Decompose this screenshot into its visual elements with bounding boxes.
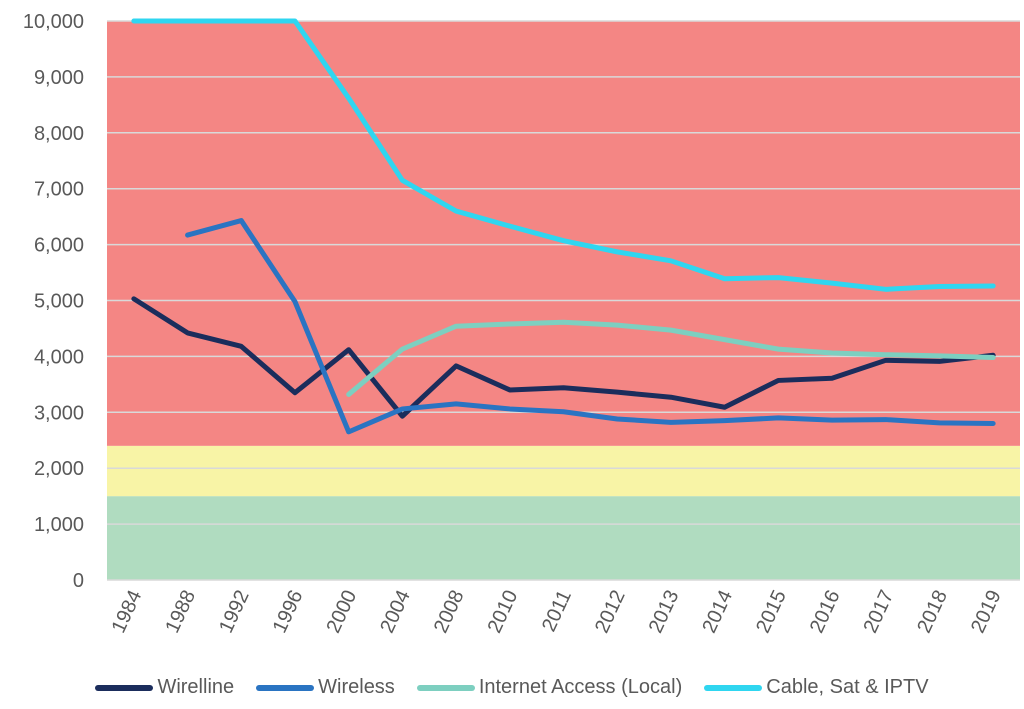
band-1 [107,445,1020,497]
x-tick-label: 2017 [860,587,899,637]
legend-label: Internet Access (Local) [478,676,683,698]
y-tick-label: 8,000 [34,123,84,145]
y-tick-label: 7,000 [34,179,84,201]
x-tick-label: 2011 [538,587,576,635]
x-tick-label: 2008 [430,587,469,637]
legend-label: Wirelline [157,676,235,698]
y-tick-label: 3,000 [34,402,84,424]
legend-label: Cable, Sat & IPTV [766,676,929,698]
y-tick-label: 1,000 [34,514,84,536]
y-tick-label: 10,000 [23,11,84,33]
y-tick-label: 5,000 [34,291,84,313]
legend-item-wirelline: Wirelline [95,676,234,699]
x-tick-label: 2012 [591,587,630,637]
legend-item-wireless: Wireless [256,676,395,699]
legend-swatch [416,684,475,691]
x-tick-label: 2004 [376,587,415,637]
x-tick-label: 2018 [913,587,952,637]
series-line-1 [185,218,996,435]
y-tick-label: 0 [73,570,84,592]
band-2 [107,21,1020,446]
x-tick-label: 2014 [698,587,737,637]
band-0 [107,496,1020,580]
x-tick-label: 2016 [806,587,845,637]
legend-swatch [256,684,315,691]
x-tick-label: 2000 [322,587,361,637]
x-tick-label: 1996 [269,587,308,637]
x-tick-label: 2019 [967,587,1006,637]
x-tick-label: 1984 [108,587,147,637]
legend-item-cable: Cable, Sat & IPTV [704,676,929,699]
x-tick-label: 1992 [215,587,254,637]
x-tick-label: 2015 [752,587,791,637]
legend-label: Wireless [318,676,395,698]
y-tick-label: 4,000 [34,346,84,368]
legend-swatch [95,684,154,691]
legend: Wirelline Wireless Internet Access (Loca… [0,676,1024,699]
y-tick-label: 9,000 [34,67,84,89]
y-tick-label: 2,000 [34,458,84,480]
x-tick-label: 1988 [161,587,200,637]
x-tick-label: 2010 [484,587,523,637]
legend-swatch [704,684,763,691]
legend-item-internet: Internet Access (Local) [416,676,683,699]
line-chart: 0 1,000 2,000 3,000 4,000 5,000 6,000 7,000 8,00… [23,11,1020,637]
y-tick-label: 6,000 [34,235,84,257]
x-tick-label: 2013 [645,587,684,637]
